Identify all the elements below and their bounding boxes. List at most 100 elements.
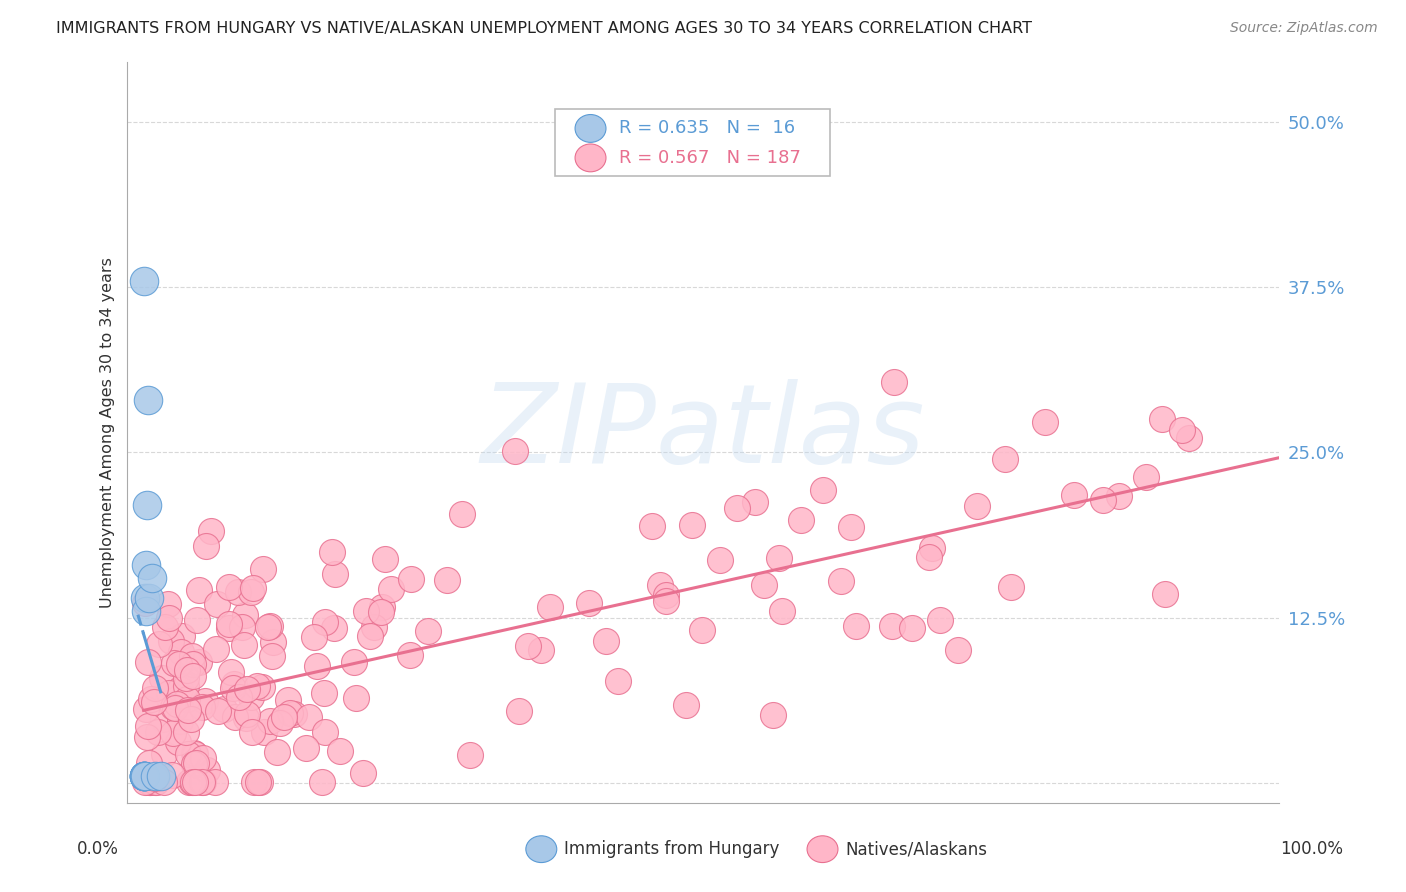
Point (169, 714, 191, 728)
Point (277, 693, 299, 707)
Point (273, 710, 295, 724)
Point (269, 715, 291, 730)
Text: 100.0%: 100.0% (1279, 840, 1343, 858)
Point (136, 499, 159, 513)
Point (257, 620, 280, 634)
Point (181, 774, 204, 789)
Text: Source: ZipAtlas.com: Source: ZipAtlas.com (1230, 21, 1378, 35)
Point (184, 747, 207, 761)
Point (675, 698, 697, 712)
Point (654, 588, 676, 602)
Point (181, 774, 204, 789)
Point (177, 747, 200, 761)
Point (1108, 488, 1130, 502)
Point (167, 657, 190, 672)
Point (648, 578, 671, 592)
Point (218, 616, 240, 631)
Point (240, 690, 263, 704)
Point (169, 681, 191, 696)
Point (830, 574, 852, 588)
Point (259, 714, 281, 728)
Point (136, 392, 159, 407)
Point (323, 567, 346, 582)
Point (180, 712, 202, 726)
Point (191, 751, 214, 765)
Point (880, 619, 903, 633)
Point (323, 621, 346, 635)
Point (138, 756, 160, 771)
Point (191, 774, 214, 789)
Point (516, 640, 538, 654)
Point (304, 630, 326, 644)
Point (135, 604, 157, 618)
Point (139, 774, 162, 789)
Point (918, 549, 941, 564)
Point (157, 611, 180, 625)
Point (205, 641, 228, 656)
Point (160, 768, 183, 782)
Point (1150, 412, 1173, 426)
Point (205, 598, 228, 612)
Point (179, 774, 201, 789)
Point (283, 707, 305, 722)
Point (768, 551, 790, 566)
Point (380, 582, 402, 597)
Point (352, 765, 374, 780)
Point (374, 552, 396, 566)
Point (207, 705, 229, 719)
Point (174, 671, 197, 685)
Text: Immigrants from Hungary: Immigrants from Hungary (564, 840, 779, 858)
Point (790, 513, 813, 527)
Point (344, 690, 367, 705)
Point (811, 483, 834, 498)
Point (194, 539, 217, 553)
Point (134, 769, 156, 783)
Point (262, 635, 284, 649)
Point (966, 500, 988, 514)
Point (321, 545, 343, 559)
Point (233, 607, 256, 622)
Point (153, 620, 176, 634)
Point (458, 748, 481, 763)
Point (451, 507, 474, 521)
Point (228, 690, 250, 704)
Point (307, 658, 329, 673)
Point (169, 645, 191, 659)
Point (1171, 423, 1194, 437)
Text: R = 0.567   N = 187: R = 0.567 N = 187 (619, 149, 800, 167)
Point (260, 648, 283, 663)
Point (181, 669, 204, 683)
Point (183, 746, 205, 760)
Point (247, 774, 270, 789)
Point (150, 671, 173, 685)
Point (159, 633, 181, 648)
Point (530, 643, 553, 657)
Point (212, 702, 235, 716)
Point (136, 656, 159, 670)
Point (148, 637, 170, 651)
Point (236, 682, 259, 697)
Text: Natives/Alaskans: Natives/Alaskans (845, 840, 987, 858)
Point (246, 679, 269, 693)
Point (132, 769, 155, 783)
Point (503, 444, 526, 458)
Point (134, 769, 156, 783)
Point (901, 621, 924, 635)
Point (167, 735, 190, 749)
Text: IMMIGRANTS FROM HUNGARY VS NATIVE/ALASKAN UNEMPLOYMENT AMONG AGES 30 TO 34 YEARS: IMMIGRANTS FROM HUNGARY VS NATIVE/ALASKA… (56, 21, 1032, 36)
Point (149, 769, 172, 783)
Point (249, 774, 271, 789)
Point (157, 597, 180, 611)
Text: R = 0.635   N =  16: R = 0.635 N = 16 (619, 120, 794, 137)
Point (709, 553, 731, 567)
Point (692, 624, 714, 638)
Point (1178, 431, 1201, 445)
Point (295, 741, 318, 756)
Point (180, 648, 202, 663)
Point (134, 591, 156, 605)
Point (883, 375, 905, 389)
Point (416, 624, 439, 638)
Point (163, 700, 186, 714)
Point (162, 726, 184, 740)
Point (921, 541, 943, 555)
